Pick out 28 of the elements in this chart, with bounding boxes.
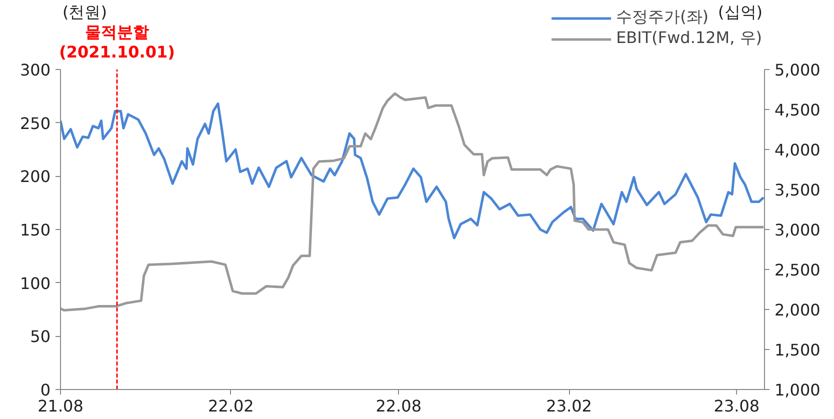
y-tick-label: 100 xyxy=(20,274,51,293)
x-tick-label: 22.02 xyxy=(208,396,254,416)
y2-tick-label: 5,000 xyxy=(774,60,820,80)
y2-tick-label: 3,000 xyxy=(774,220,820,240)
x-tick-label: 21.08 xyxy=(38,396,84,416)
y2-tick-label: 4,500 xyxy=(774,100,820,120)
legend-label: EBIT(Fwd.12M, 우) xyxy=(616,28,762,49)
y2-tick-label: 4,000 xyxy=(774,140,820,160)
y2-tick-label: 1,000 xyxy=(774,380,820,400)
x-tick-label: 22.08 xyxy=(376,396,422,416)
y2-tick-label: 2,000 xyxy=(774,300,820,320)
y2-tick-label: 1,500 xyxy=(774,340,820,360)
line-series xyxy=(60,92,764,312)
y-tick-label: 300 xyxy=(20,60,51,80)
legend-label: 수정주가(좌) xyxy=(616,7,709,28)
y2-axis-title: (십억) xyxy=(718,2,762,22)
x-tick-label: 23.02 xyxy=(546,396,592,416)
y-tick-label: 250 xyxy=(20,114,51,133)
line-series xyxy=(60,102,764,240)
ref-line-label: 물적분할 (2021.10.01) xyxy=(59,22,175,62)
y-tick-label: 200 xyxy=(20,167,51,186)
y2-tick-label: 2,500 xyxy=(774,260,820,280)
y2-tick-label: 3,500 xyxy=(774,180,820,200)
y-axis-title: (천원) xyxy=(62,2,107,22)
x-tick-label: 23.08 xyxy=(714,396,760,416)
y-tick-label: 150 xyxy=(20,220,51,240)
y-tick-label: 0 xyxy=(40,380,51,400)
y-tick-label: 50 xyxy=(30,327,50,346)
